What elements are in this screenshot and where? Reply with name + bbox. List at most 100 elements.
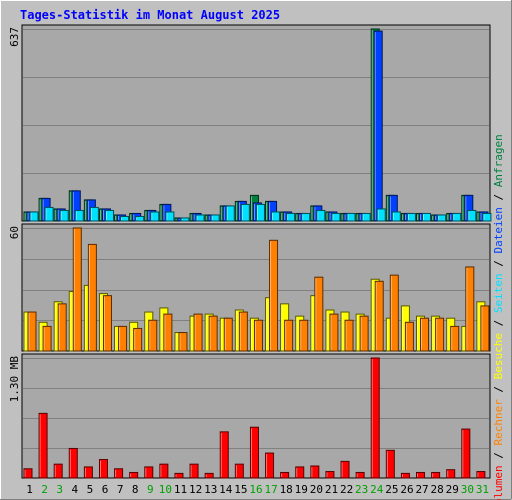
x-tick-label: 8 [132, 483, 139, 496]
legend-separator: / [492, 379, 505, 399]
legend-kbytes: Volumen [492, 465, 505, 500]
legend-separator: / [492, 313, 505, 333]
bar-pages-day-7 [120, 215, 130, 222]
bar-sites-day-9 [148, 319, 158, 352]
bar-sites-day-16 [253, 319, 263, 352]
bar-pages-day-1 [29, 211, 39, 222]
bar-pages-day-25 [391, 211, 401, 222]
x-tick-label: 28 [431, 483, 444, 496]
bar-kbytes-day-26 [400, 472, 410, 479]
y-max-label: 637 [8, 27, 21, 47]
chart-panel-1: 637 [8, 24, 492, 222]
x-tick-label: 3 [56, 483, 63, 496]
bar-pages-day-9 [150, 211, 160, 222]
bar-kbytes-day-17 [265, 452, 275, 479]
bar-pages-day-14 [225, 205, 235, 222]
bar-kbytes-day-23 [355, 471, 365, 479]
bar-sites-day-29 [450, 325, 460, 352]
bar-pages-day-23 [361, 212, 371, 222]
bar-kbytes-day-11 [174, 472, 184, 479]
bar-sites-day-14 [223, 317, 233, 352]
x-tick-label: 16 [249, 483, 262, 496]
bar-sites-day-19 [299, 319, 309, 352]
bar-sites-day-25 [389, 274, 399, 352]
bar-kbytes-day-9 [144, 466, 154, 479]
legend-hits: Anfragen [492, 134, 505, 187]
bar-pages-day-19 [301, 212, 311, 222]
bar-sites-day-4 [72, 227, 82, 352]
bar-sites-day-21 [329, 313, 339, 352]
bar-sites-day-13 [208, 315, 218, 352]
x-tick-label: 26 [400, 483, 413, 496]
bar-kbytes-day-5 [83, 466, 93, 479]
chart-panels: 637 60 1.30 MB [8, 24, 492, 479]
bar-sites-day-22 [344, 319, 354, 352]
x-tick-label: 31 [476, 483, 489, 496]
bar-kbytes-day-6 [98, 459, 108, 479]
bar-sites-day-11 [178, 332, 188, 352]
bar-sites-day-2 [42, 325, 52, 352]
chart-title: Tages-Statistik im Monat August 2025 [20, 8, 280, 22]
x-tick-label: 10 [159, 483, 172, 496]
bar-pages-day-12 [195, 214, 205, 222]
bar-kbytes-day-10 [159, 463, 169, 479]
bar-sites-day-1 [27, 311, 37, 352]
bar-sites-day-23 [359, 315, 369, 352]
x-tick-label: 11 [174, 483, 187, 496]
bar-pages-day-15 [240, 203, 250, 222]
bar-pages-day-3 [59, 209, 69, 222]
legend-separator: / [492, 187, 505, 207]
legend-pages: Seiten [492, 273, 505, 313]
bar-sites-day-30 [465, 266, 475, 352]
y-max-label: 60 [8, 226, 21, 239]
legend-separator: / [492, 446, 505, 466]
bar-pages-day-30 [467, 209, 477, 222]
x-tick-label: 23 [355, 483, 368, 496]
x-tick-label: 29 [446, 483, 459, 496]
bar-sites-day-5 [87, 243, 97, 352]
bar-kbytes-day-27 [416, 471, 426, 479]
bar-pages-day-22 [346, 212, 356, 222]
x-tick-label: 4 [72, 483, 79, 496]
bar-kbytes-day-20 [310, 465, 320, 479]
legend-files: Dateien [492, 207, 505, 253]
bar-sites-day-31 [480, 305, 490, 352]
bar-kbytes-day-29 [446, 469, 456, 479]
x-tick-label: 25 [385, 483, 398, 496]
bar-sites-day-24 [374, 280, 384, 352]
legend-right: Volumen / Rechner / Besuche / Seiten / D… [492, 134, 505, 500]
bar-pages-day-18 [286, 212, 296, 222]
bar-sites-day-6 [102, 295, 112, 352]
bar-sites-day-3 [57, 303, 67, 352]
x-tick-label: 14 [219, 483, 233, 496]
bar-pages-day-20 [316, 209, 326, 222]
bar-pages-day-13 [210, 214, 220, 222]
bar-sites-day-18 [284, 319, 294, 352]
bar-pages-day-26 [406, 212, 416, 222]
bar-kbytes-day-25 [385, 449, 395, 479]
x-tick-label: 27 [415, 483, 428, 496]
x-tick-label: 15 [234, 483, 247, 496]
bar-kbytes-day-22 [340, 460, 350, 479]
bar-pages-day-28 [437, 214, 447, 222]
bar-pages-day-27 [422, 212, 432, 222]
bar-kbytes-day-18 [280, 471, 290, 479]
bar-kbytes-day-19 [295, 466, 305, 479]
bar-sites-day-17 [269, 239, 279, 352]
bar-pages-day-31 [482, 212, 492, 222]
x-tick-label: 6 [102, 483, 109, 496]
bar-sites-day-7 [118, 325, 128, 352]
bar-kbytes-day-3 [53, 463, 63, 479]
bar-kbytes-day-8 [129, 471, 139, 479]
bar-sites-day-10 [163, 313, 173, 352]
bar-kbytes-day-16 [249, 426, 259, 479]
x-axis-labels: 1 2 3 4 5 6 7 8 9 10 11 12 13 14 15 16 17 18 19 20 21 22 23 24 2… [26, 483, 489, 496]
bar-kbytes-day-2 [38, 412, 48, 479]
x-tick-label: 30 [461, 483, 474, 496]
x-tick-label: 24 [370, 483, 384, 496]
bar-pages-day-29 [452, 212, 462, 222]
x-tick-label: 7 [117, 483, 124, 496]
bar-pages-day-16 [255, 203, 265, 222]
bar-pages-day-24 [376, 208, 386, 222]
x-tick-label: 2 [41, 483, 48, 496]
